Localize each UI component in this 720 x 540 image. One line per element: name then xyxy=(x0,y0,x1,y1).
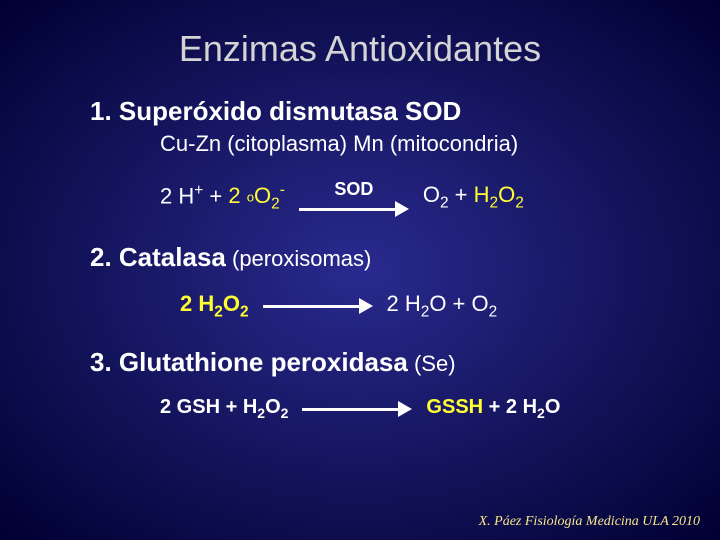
r3-gssh: GSSH xyxy=(426,396,483,418)
footer-credit: X. Páez Fisiología Medicina ULA 2010 xyxy=(479,514,700,530)
r1-h: 2 H xyxy=(160,183,194,208)
r1-plus: + xyxy=(203,183,228,208)
reaction-1-products: O2 + H2O2 xyxy=(423,182,524,212)
reaction-3-products: GSSH + 2 H2O xyxy=(426,396,560,421)
reaction-2-arrow-block xyxy=(263,299,373,313)
reaction-2-products: 2 H2O + O2 xyxy=(387,291,498,321)
r2-o: O xyxy=(223,291,240,316)
slide-title: Enzimas Antioxidantes xyxy=(0,0,720,70)
r1-yellow-2: 2 xyxy=(228,183,246,208)
section-1-subtext: Cu-Zn (citoplasma) Mn (mitocondria) xyxy=(160,131,720,157)
arrow-icon xyxy=(299,202,409,216)
reaction-1-arrow-block: SOD xyxy=(299,179,409,216)
r2-h: 2 H xyxy=(180,291,214,316)
reaction-2: 2 H2O2 2 H2O + O2 xyxy=(180,291,720,321)
section-2-heading: 2. Catalasa (peroxisomas) xyxy=(90,242,720,273)
reaction-3-arrow-block xyxy=(302,402,412,416)
section-3-title: 3. Glutathione peroxidasa xyxy=(90,347,408,377)
r1-o: O xyxy=(498,182,515,207)
r3-r2: O xyxy=(265,396,281,418)
reaction-2-reactants: 2 H2O2 xyxy=(180,291,249,321)
reaction-3-reactants: 2 GSH + H2O2 xyxy=(160,396,288,421)
r3-o: O xyxy=(545,396,561,418)
arrow-icon xyxy=(263,299,373,313)
reaction-1-reactants: 2 H+ + 2 oO2- xyxy=(160,182,285,214)
r3-rest: + 2 H xyxy=(483,396,537,418)
section-3-heading: 3. Glutathione peroxidasa (Se) xyxy=(90,347,720,378)
section-2-sub: (peroxisomas) xyxy=(226,246,371,271)
r2-p2: O + O xyxy=(429,291,488,316)
arrow-icon xyxy=(302,402,412,416)
r1-o2: O xyxy=(423,182,440,207)
reaction-1-enzyme: SOD xyxy=(334,179,373,200)
r3-r1: 2 GSH + H xyxy=(160,396,257,418)
reaction-3: 2 GSH + H2O2 GSSH + 2 H2O xyxy=(160,396,720,421)
section-1-heading: 1. Superóxido dismutasa SOD xyxy=(90,96,720,127)
r2-p1: 2 H xyxy=(387,291,421,316)
r1-pplus: + xyxy=(449,182,474,207)
section-3-sub: (Se) xyxy=(408,351,456,376)
r1-h2: H xyxy=(474,182,490,207)
r1-yellow-o: O xyxy=(254,183,271,208)
reaction-1: 2 H+ + 2 oO2- SOD O2 + H2O2 xyxy=(160,179,720,216)
section-2-title: 2. Catalasa xyxy=(90,242,226,272)
